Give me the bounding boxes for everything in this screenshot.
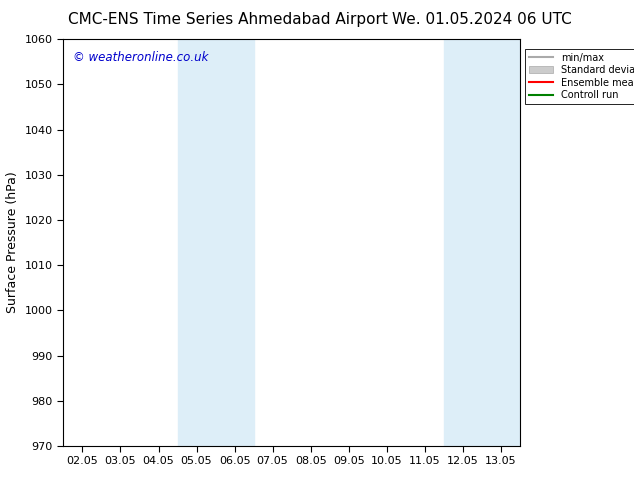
- Legend: min/max, Standard deviation, Ensemble mean run, Controll run: min/max, Standard deviation, Ensemble me…: [525, 49, 634, 104]
- Bar: [178, 39, 254, 446]
- Y-axis label: Surface Pressure (hPa): Surface Pressure (hPa): [6, 172, 19, 314]
- Text: CMC-ENS Time Series Ahmedabad Airport: CMC-ENS Time Series Ahmedabad Airport: [68, 12, 388, 27]
- Text: We. 01.05.2024 06 UTC: We. 01.05.2024 06 UTC: [392, 12, 572, 27]
- Text: © weatheronline.co.uk: © weatheronline.co.uk: [72, 51, 208, 64]
- Bar: [444, 39, 520, 446]
